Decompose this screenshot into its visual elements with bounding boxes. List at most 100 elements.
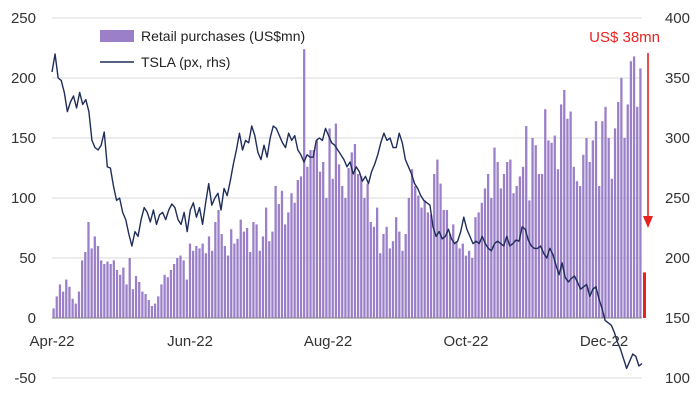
bar-19: [112, 260, 115, 318]
y-right-tick-2: 300: [665, 130, 690, 147]
bar-169: [588, 162, 591, 318]
bar-38: [172, 264, 176, 318]
bar-125: [448, 234, 452, 318]
bar-103: [379, 253, 382, 318]
x-axis-ticks: Apr-22 Jun-22 Aug-22 Oct-22 Dec-22: [29, 333, 628, 350]
bar-12: [90, 248, 93, 318]
bar-57: [233, 243, 236, 318]
bar-84: [318, 171, 322, 318]
bar-179: [620, 78, 623, 318]
bar-3: [61, 291, 65, 318]
bar-8: [77, 291, 81, 318]
bar-105: [385, 226, 388, 318]
bar-173: [601, 121, 604, 318]
bar-48: [204, 253, 207, 318]
y-right-tick-4: 200: [665, 250, 690, 267]
bar-28: [141, 291, 144, 318]
bar-83: [315, 140, 318, 318]
bar-143: [506, 162, 509, 318]
bar-4: [65, 279, 68, 318]
grid-lines: [52, 17, 642, 379]
bar-124: [445, 210, 449, 318]
bar-170: [591, 140, 594, 318]
bar-181: [626, 104, 629, 319]
bar-53: [220, 234, 223, 318]
x-tick-0: Apr-22: [29, 333, 74, 350]
bar-148: [521, 166, 525, 318]
y-left-tick-6: -50: [14, 370, 36, 387]
bar-171: [594, 121, 598, 318]
annotation-arrowhead: [643, 216, 653, 228]
bar-14: [96, 246, 100, 318]
bar-178: [617, 102, 620, 318]
bar-135: [480, 202, 483, 318]
bar-49: [207, 236, 211, 318]
bar-31: [150, 306, 154, 318]
bar-106: [388, 248, 391, 318]
bar-17: [106, 261, 109, 318]
bar-163: [569, 111, 572, 318]
bar-56: [230, 229, 233, 318]
bar-52: [217, 210, 220, 318]
bar-89: [334, 123, 338, 318]
bar-74: [287, 212, 290, 318]
bar-172: [598, 186, 601, 318]
bar-138: [490, 198, 493, 318]
bar-175: [607, 138, 610, 318]
bar-141: [499, 188, 502, 318]
bar-165: [575, 181, 579, 318]
bar-183: [632, 56, 636, 319]
bar-64: [255, 224, 258, 318]
bar-136: [483, 188, 487, 318]
bar-81: [309, 150, 312, 318]
bar-2: [58, 284, 62, 318]
annotation: US$ 38mn: [589, 29, 660, 228]
bar-11: [87, 222, 90, 318]
bar-77: [296, 180, 299, 318]
bar-15: [100, 260, 103, 318]
y-left-tick-0: 250: [11, 10, 36, 27]
bar-34: [160, 284, 163, 318]
x-tick-2: Aug-22: [304, 333, 352, 350]
bar-82: [312, 150, 315, 318]
bar-36: [166, 277, 169, 318]
bar-100: [369, 222, 372, 318]
x-tick-3: Oct-22: [443, 333, 488, 350]
bar-99: [366, 183, 369, 318]
bar-164: [572, 166, 575, 318]
bar-27: [138, 282, 141, 318]
y-left-tick-1: 200: [11, 70, 36, 87]
legend: Retail purchases (US$mn) TSLA (px, rhs): [100, 28, 305, 70]
bar-44: [192, 250, 195, 318]
bar-127: [455, 241, 458, 318]
bar-70: [274, 186, 277, 318]
bar-185: [639, 68, 642, 319]
bar-85: [322, 162, 325, 318]
bar-123: [442, 210, 445, 318]
bar-78: [299, 176, 303, 318]
bar-6: [71, 298, 74, 318]
bar-119: [429, 214, 433, 318]
bar-79: [303, 49, 306, 318]
y-right-tick-3: 250: [665, 190, 690, 207]
bar-157: [550, 142, 553, 318]
bar-71: [277, 204, 280, 318]
bar-155: [544, 109, 547, 318]
bar-112: [407, 198, 410, 318]
bar-87: [328, 128, 331, 318]
bar-128: [458, 248, 461, 318]
bar-149: [525, 126, 528, 318]
bar-37: [169, 270, 173, 318]
bar-75: [290, 193, 293, 318]
tsla-line: [51, 53, 643, 370]
bar-118: [426, 212, 430, 318]
legend-label-retail: Retail purchases (US$mn): [141, 28, 305, 44]
bar-98: [363, 198, 366, 318]
bar-139: [493, 147, 496, 318]
y-right-tick-5: 150: [665, 310, 690, 327]
bar-104: [382, 234, 385, 318]
bar-152: [534, 145, 537, 318]
bar-46: [198, 248, 201, 318]
bar-32: [153, 303, 157, 318]
bar-68: [268, 241, 271, 318]
